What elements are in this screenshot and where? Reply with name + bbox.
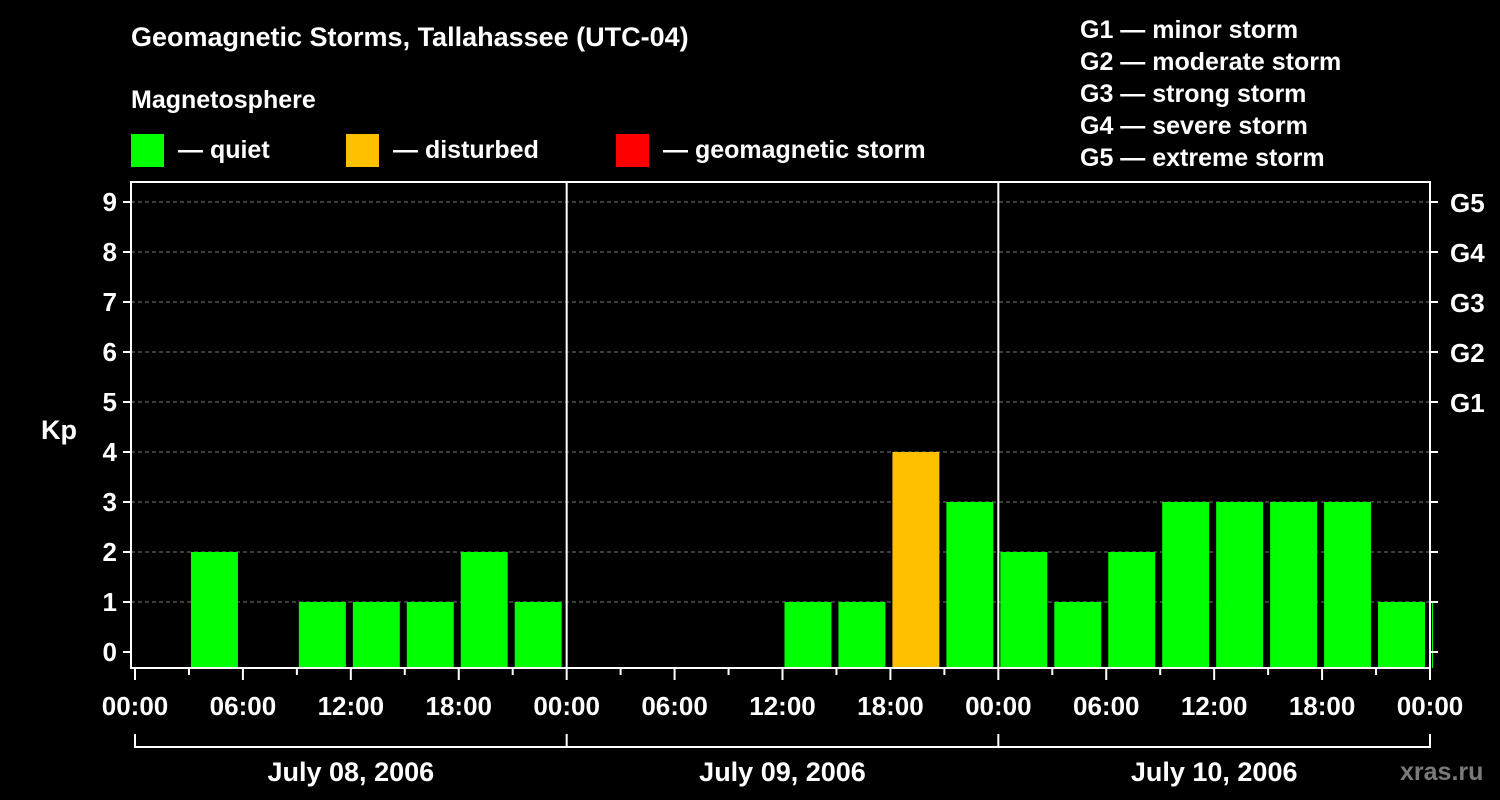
y-tick-label: 5 [103, 387, 117, 417]
storm-scale-legend: G1 — minor storm G2 — moderate storm G3 … [1080, 14, 1341, 174]
kp-bar [352, 602, 400, 668]
x-tick-label: 18:00 [1289, 691, 1356, 721]
storm-scale-g4: G4 — severe storm [1080, 112, 1308, 140]
y-tick-label: 9 [103, 187, 117, 217]
kp-bar [190, 552, 238, 668]
storm-scale-g3: G3 — strong storm [1080, 80, 1307, 108]
day-label: July 10, 2006 [1131, 757, 1298, 787]
kp-bar [892, 452, 940, 668]
day-label: July 09, 2006 [699, 757, 866, 787]
day-label: July 08, 2006 [268, 757, 435, 787]
x-tick-label: 00:00 [102, 691, 169, 721]
kp-bar [784, 602, 832, 668]
kp-bar [406, 602, 454, 668]
legend-disturbed-swatch [346, 133, 379, 167]
storm-scale-g1: G1 — minor storm [1080, 16, 1299, 44]
kp-bar [1108, 552, 1156, 668]
y-tick-label: 1 [103, 587, 117, 617]
kp-bar [1378, 602, 1425, 668]
watermark: xras.ru [1400, 758, 1484, 786]
y-tick-label: 4 [103, 437, 118, 467]
y-tick-label: 8 [103, 237, 117, 267]
kp-bar [1162, 502, 1210, 668]
chart-title: Geomagnetic Storms, Tallahassee (UTC-04) [131, 22, 689, 52]
legend-quiet: — quiet [131, 133, 270, 167]
kp-bar [1000, 552, 1048, 668]
kp-bar [946, 502, 994, 668]
y-tick-label: 7 [103, 287, 117, 317]
plot-frame [130, 181, 1431, 669]
g-scale-label: G2 [1450, 338, 1485, 368]
kp-bar [514, 602, 562, 668]
kp-bar [298, 602, 346, 668]
legend-storm-swatch [616, 133, 649, 167]
kp-bar [1432, 602, 1433, 668]
legend-disturbed-label: — disturbed [393, 135, 539, 164]
x-tick-label: 06:00 [210, 691, 277, 721]
g-scale-label: G1 [1450, 388, 1485, 418]
x-tick-label: 00:00 [1397, 691, 1464, 721]
x-tick-label: 12:00 [749, 691, 816, 721]
kp-bar [1270, 502, 1318, 668]
y-tick-label: 3 [103, 487, 117, 517]
y-tick-label: 6 [103, 337, 117, 367]
x-tick-label: 00:00 [965, 691, 1032, 721]
legend-storm: — geomagnetic storm [616, 133, 926, 167]
x-tick-label: 00:00 [533, 691, 600, 721]
y-tick-label: 2 [103, 537, 117, 567]
x-tick-label: 06:00 [1073, 691, 1140, 721]
g-scale-label: G5 [1450, 188, 1485, 218]
x-tick-label: 06:00 [641, 691, 708, 721]
x-tick-label: 18:00 [426, 691, 493, 721]
kp-bar [1216, 502, 1264, 668]
storm-scale-g5: G5 — extreme storm [1080, 144, 1325, 172]
legend-storm-label: — geomagnetic storm [663, 135, 926, 164]
legend-quiet-swatch [131, 133, 164, 167]
g-scale-label: G3 [1450, 288, 1485, 318]
kp-bar [1054, 602, 1102, 668]
y-axis-label: Kp [41, 415, 77, 445]
x-tick-label: 18:00 [857, 691, 924, 721]
legend-quiet-label: — quiet [178, 135, 270, 164]
storm-scale-g2: G2 — moderate storm [1080, 48, 1342, 76]
kp-bar [838, 602, 886, 668]
x-tick-label: 12:00 [1181, 691, 1248, 721]
chart-subtitle: Magnetosphere [131, 86, 316, 114]
g-scale-label: G4 [1450, 238, 1485, 268]
x-tick-label: 12:00 [318, 691, 385, 721]
kp-bar [1324, 502, 1372, 668]
kp-bar [460, 552, 508, 668]
y-tick-label: 0 [103, 637, 117, 667]
legend-disturbed: — disturbed [346, 133, 539, 167]
